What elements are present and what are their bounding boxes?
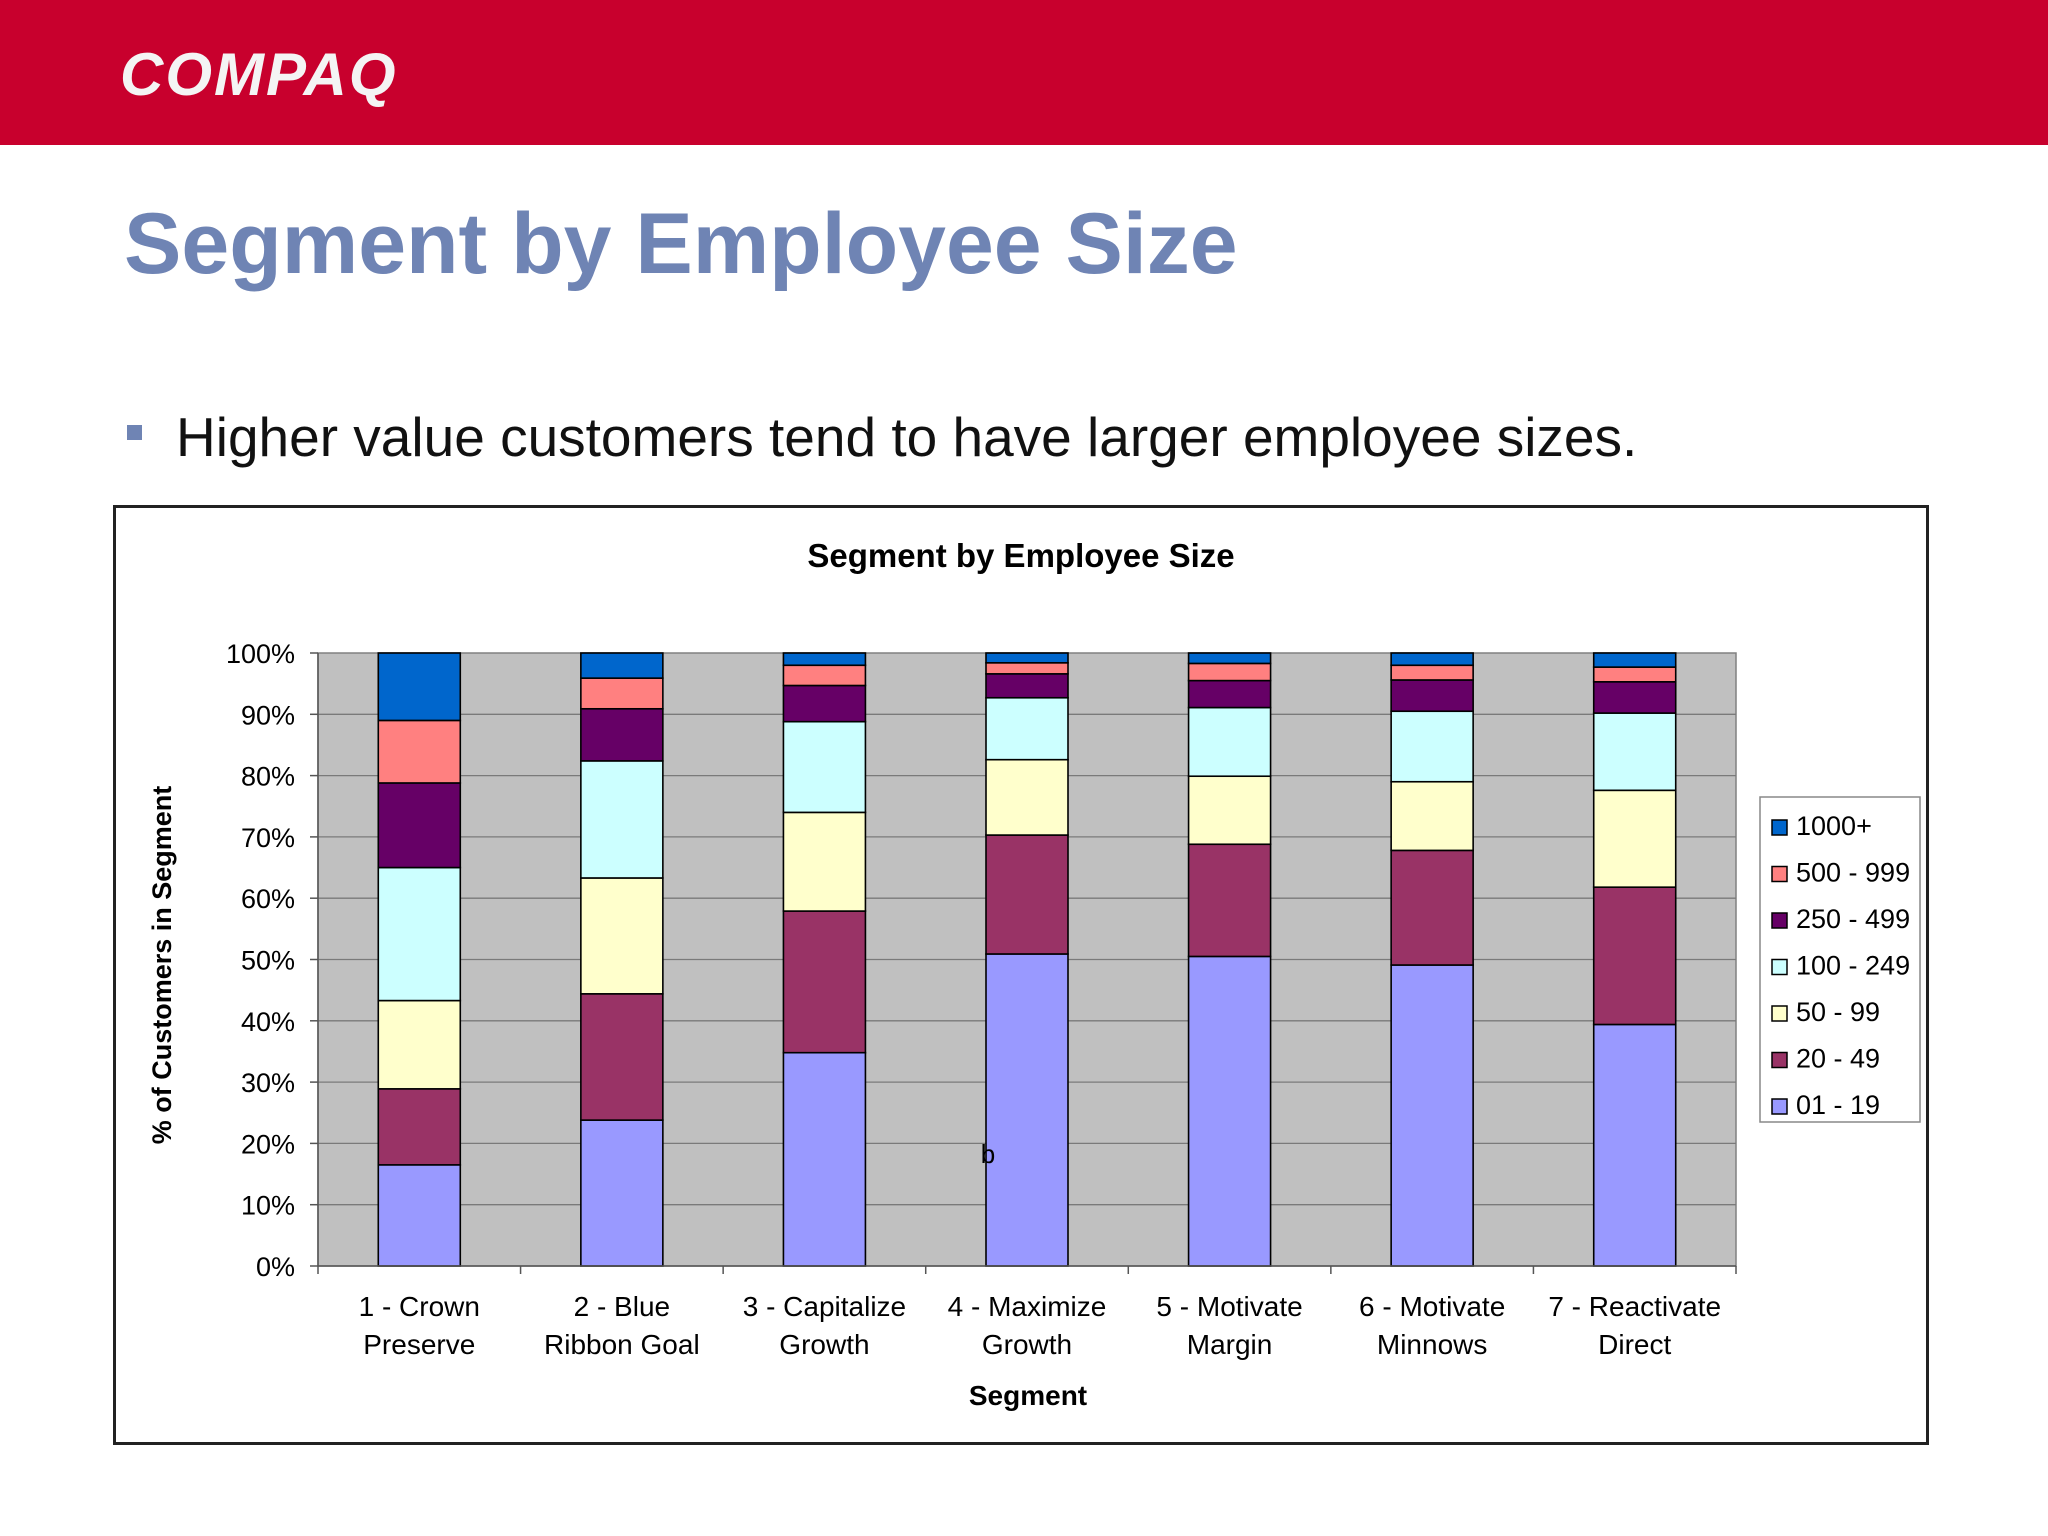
bar-segment bbox=[1592, 1023, 1677, 1267]
x-tick-label: 6 - Motivate bbox=[1359, 1291, 1505, 1322]
bar-segment bbox=[1390, 964, 1474, 1267]
x-axis-label: Segment bbox=[969, 1380, 1087, 1411]
bar-segment bbox=[580, 707, 664, 762]
y-tick-label: 50% bbox=[241, 946, 295, 976]
bar-segment bbox=[1592, 789, 1677, 888]
legend-label: 01 - 19 bbox=[1796, 1090, 1880, 1120]
legend-label: 100 - 249 bbox=[1796, 951, 1910, 981]
x-tick-label: Growth bbox=[982, 1329, 1072, 1360]
bar-segment bbox=[782, 811, 867, 912]
x-tick-label: Ribbon Goal bbox=[544, 1329, 700, 1360]
x-tick-label: Direct bbox=[1598, 1329, 1671, 1360]
bar-segment bbox=[377, 999, 462, 1090]
y-tick-label: 0% bbox=[256, 1252, 295, 1282]
y-tick-label: 30% bbox=[241, 1068, 295, 1098]
legend-swatch bbox=[1771, 1098, 1788, 1115]
legend-label: 250 - 499 bbox=[1796, 904, 1910, 934]
legend-swatch bbox=[1771, 865, 1788, 883]
legend-swatch bbox=[1771, 819, 1788, 836]
bar-segment bbox=[782, 664, 867, 687]
bar-segment bbox=[985, 834, 1069, 955]
bar-segment bbox=[580, 877, 664, 995]
bar-segment bbox=[1187, 843, 1272, 958]
x-tick-label: 4 - Maximize bbox=[948, 1291, 1107, 1322]
bar-segment bbox=[1592, 712, 1677, 792]
x-tick-label: 2 - Blue bbox=[574, 1291, 671, 1322]
header-bar: COMPAQ bbox=[0, 0, 2048, 145]
y-tick-label: 20% bbox=[241, 1129, 295, 1159]
bar-segment bbox=[377, 782, 462, 869]
bullet-text: Higher value customers tend to have larg… bbox=[176, 406, 1638, 468]
legend-swatch bbox=[1771, 958, 1788, 976]
x-tick-label: Minnows bbox=[1377, 1329, 1487, 1360]
bar-segment bbox=[985, 696, 1069, 761]
legend-label: 20 - 49 bbox=[1796, 1044, 1880, 1074]
legend-label: 1000+ bbox=[1796, 811, 1872, 841]
bar-segment bbox=[1187, 662, 1272, 682]
bar-segment bbox=[782, 720, 867, 814]
y-tick-label: 60% bbox=[241, 884, 295, 914]
y-tick-label: 40% bbox=[241, 1007, 295, 1037]
x-tick-label: 5 - Motivate bbox=[1156, 1291, 1302, 1322]
x-tick-label: 1 - Crown bbox=[359, 1291, 480, 1322]
bar-segment bbox=[1390, 849, 1474, 966]
bar-segment bbox=[985, 953, 1069, 1267]
bar-segment bbox=[580, 1119, 664, 1267]
bar-segment bbox=[985, 662, 1069, 675]
bar-segment bbox=[377, 866, 462, 1002]
bar-segment bbox=[377, 719, 462, 784]
bar-segment bbox=[1187, 652, 1272, 665]
bar-segment bbox=[580, 760, 664, 879]
chart-title: Segment by Employee Size bbox=[807, 537, 1234, 574]
bar-segment bbox=[1592, 886, 1677, 1026]
y-tick-label: 10% bbox=[241, 1191, 295, 1221]
x-tick-label: 7 - Reactivate bbox=[1548, 1291, 1721, 1322]
bar-segment bbox=[985, 758, 1069, 836]
y-axis-label: % of Customers in Segment bbox=[147, 786, 177, 1145]
x-tick-label: 3 - Capitalize bbox=[743, 1291, 906, 1322]
stray-text: b bbox=[981, 1139, 995, 1169]
bar-segment bbox=[580, 652, 664, 679]
page-title: Segment by Employee Size bbox=[124, 196, 1238, 292]
legend-label: 50 - 99 bbox=[1796, 997, 1880, 1027]
x-tick-label: Growth bbox=[779, 1329, 869, 1360]
bar-segment bbox=[1187, 955, 1272, 1267]
bar-segment bbox=[1390, 780, 1474, 852]
legend-swatch bbox=[1771, 1051, 1788, 1069]
bar-segment bbox=[985, 673, 1069, 699]
bar-segment bbox=[1187, 706, 1272, 778]
bar-segment bbox=[1187, 679, 1272, 709]
y-tick-label: 80% bbox=[241, 762, 295, 792]
bar-segment bbox=[782, 652, 867, 667]
bar-segment bbox=[782, 910, 867, 1054]
bar-segment bbox=[580, 993, 664, 1121]
bar-segment bbox=[377, 1164, 462, 1267]
x-tick-label: Preserve bbox=[363, 1329, 475, 1360]
bar-segment bbox=[377, 1088, 462, 1166]
bar-segment bbox=[1592, 666, 1677, 683]
legend-swatch bbox=[1771, 912, 1788, 929]
bar-segment bbox=[985, 652, 1069, 664]
y-tick-label: 70% bbox=[241, 823, 295, 853]
bar-segment bbox=[377, 652, 462, 722]
legend-label: 500 - 999 bbox=[1796, 858, 1910, 888]
compaq-logo: COMPAQ bbox=[120, 41, 398, 108]
legend-swatch bbox=[1771, 1005, 1788, 1022]
bar-segment bbox=[1390, 664, 1474, 681]
bar-segment bbox=[1390, 679, 1474, 713]
bar-segment bbox=[1592, 652, 1677, 668]
y-tick-label: 90% bbox=[241, 700, 295, 730]
bar-segment bbox=[1592, 681, 1677, 714]
bar-segment bbox=[1390, 652, 1474, 667]
x-tick-label: Margin bbox=[1187, 1329, 1273, 1360]
bar-segment bbox=[782, 684, 867, 723]
bar-segment bbox=[782, 1051, 867, 1267]
y-tick-label: 100% bbox=[226, 639, 295, 669]
bar-segment bbox=[1187, 775, 1272, 846]
bar-segment bbox=[1390, 710, 1474, 783]
bar-segment bbox=[580, 677, 664, 710]
bullet-icon bbox=[127, 425, 142, 440]
